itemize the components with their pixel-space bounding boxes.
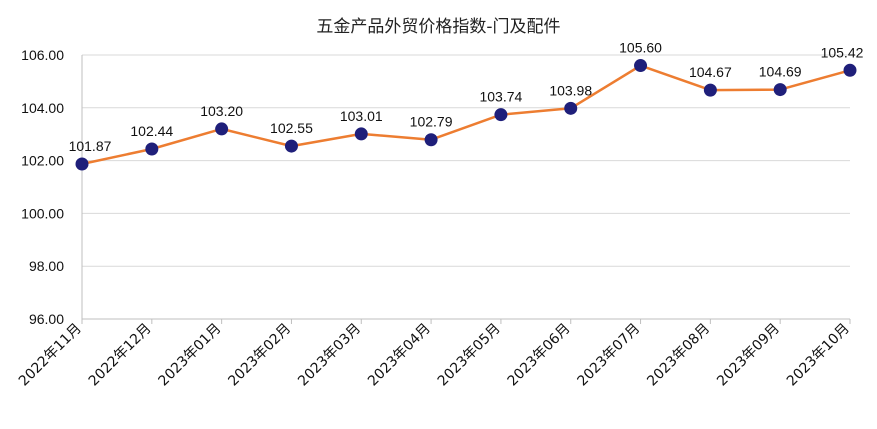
data-point [494, 108, 508, 122]
x-tick-label: 2022年12月 [86, 321, 155, 390]
x-tick-label: 2023年08月 [644, 321, 713, 390]
y-tick-label: 104.00 [21, 100, 64, 116]
x-tick-label: 2023年06月 [505, 321, 574, 390]
data-point [703, 83, 717, 97]
data-point [284, 139, 298, 153]
y-tick-label: 96.00 [29, 311, 64, 327]
data-point [75, 157, 89, 171]
data-point [215, 122, 229, 136]
data-label: 104.69 [759, 64, 802, 80]
y-tick-label: 102.00 [21, 153, 64, 169]
data-label: 103.20 [200, 103, 243, 119]
data-label: 103.01 [340, 108, 383, 124]
x-tick-label: 2023年10月 [784, 321, 853, 390]
y-tick-label: 98.00 [29, 258, 64, 274]
data-point [145, 142, 159, 156]
x-tick-label: 2023年07月 [574, 321, 643, 390]
data-label: 105.60 [619, 40, 662, 56]
x-tick-label: 2022年11月 [16, 321, 85, 390]
y-tick-label: 100.00 [21, 205, 64, 221]
x-tick-label: 2023年09月 [714, 321, 783, 390]
x-tick-label: 2023年01月 [156, 321, 225, 390]
data-label: 102.79 [410, 114, 453, 130]
data-point [634, 59, 648, 73]
x-tick-label: 2023年03月 [295, 321, 364, 390]
data-label: 102.55 [270, 120, 313, 136]
data-label: 105.42 [821, 44, 864, 60]
data-label: 104.67 [689, 64, 732, 80]
data-point [843, 63, 857, 77]
data-label: 101.87 [69, 138, 112, 154]
series-line [81, 64, 851, 166]
x-tick-label: 2023年05月 [435, 321, 504, 390]
y-tick-label: 106.00 [21, 47, 64, 63]
data-point [354, 127, 368, 141]
data-point [564, 101, 578, 115]
x-tick-label: 2023年02月 [225, 321, 294, 390]
data-point [424, 133, 438, 147]
chart-title: 五金产品外贸价格指数-门及配件 [316, 17, 561, 37]
data-label: 102.44 [130, 123, 173, 139]
data-label: 103.74 [479, 89, 522, 105]
data-point [773, 83, 787, 97]
data-label: 103.98 [549, 82, 592, 98]
x-tick-label: 2023年04月 [365, 321, 434, 390]
